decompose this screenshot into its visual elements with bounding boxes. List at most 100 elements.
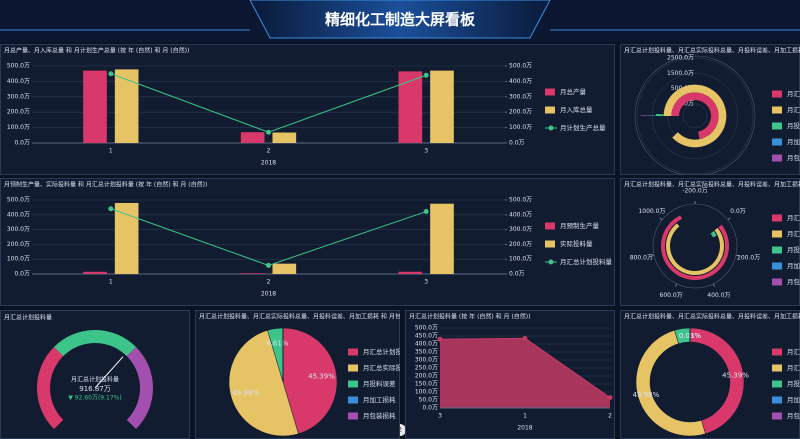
legend-label[interactable]: 月计划生产总量 <box>560 123 606 132</box>
bar <box>272 132 297 143</box>
y-tick-label: 450.0万 <box>415 333 438 340</box>
bar <box>398 71 423 143</box>
y2-tick-label: 300.0万 <box>509 226 532 233</box>
legend-label[interactable]: 月汇总计划投料量 <box>560 257 613 266</box>
legend-label[interactable]: 月包装损耗 <box>787 153 800 162</box>
y2-tick-label: 0.0万 <box>509 271 525 278</box>
legend-label[interactable]: 月包装损耗 <box>787 411 800 420</box>
legend-swatch <box>545 222 555 230</box>
gauge-value: 916.87万 <box>79 385 111 393</box>
angle-tick-label: 400.0万 <box>707 292 730 299</box>
legend-label[interactable]: 月预制生产量 <box>560 221 600 230</box>
y-tick-label: 500.0万 <box>7 63 30 70</box>
r-tick-label: 1500.0万 <box>667 70 694 77</box>
angle-tick <box>651 254 655 257</box>
x-tick-label: 2 <box>608 413 612 420</box>
line-point <box>423 72 429 78</box>
y-tick-label: 500.0万 <box>415 325 438 332</box>
legend-label[interactable]: 月汇总计划投料 <box>787 347 800 356</box>
y2-tick-label: 200.0万 <box>509 241 532 248</box>
legend-swatch <box>772 380 782 388</box>
legend-swatch <box>772 154 782 162</box>
pager-label[interactable]: 2 <box>398 427 402 434</box>
area <box>440 338 610 408</box>
legend-label[interactable]: 月汇总实际投料 <box>363 363 409 372</box>
legend-label[interactable]: 月投料误差 <box>363 379 396 388</box>
legend-label[interactable]: 月包装损耗 <box>787 277 800 286</box>
y-tick-label: 300.0万 <box>7 93 30 100</box>
y-tick-label: 0.0万 <box>14 271 30 278</box>
legend-swatch <box>348 412 358 420</box>
panel-title: 月汇总计划投料量、月汇总实际投料总量、月投料误差、月加工损耗 和 月包装损耗 <box>199 313 419 321</box>
y2-tick-label: 300.0万 <box>509 93 532 100</box>
bar <box>114 202 139 274</box>
panel: 月预制生产量、实际投料量 和 月汇总计划投料量 (按 年 (自然) 和 月 (自… <box>0 178 615 306</box>
slice-label: 4.61% <box>266 340 289 348</box>
legend-label[interactable]: 月加工损耗 <box>363 395 396 404</box>
y-tick-label: 350.0万 <box>415 349 438 356</box>
legend-label[interactable]: 月汇总计划投料 <box>787 89 800 98</box>
bar <box>114 69 139 143</box>
legend-swatch <box>772 90 782 98</box>
legend-label[interactable]: 月汇总实际投料 <box>787 363 800 372</box>
bar <box>430 70 454 143</box>
legend-label[interactable]: 月投料误差 <box>787 379 800 388</box>
x-tick-label: 1 <box>109 279 113 286</box>
x-tick-label: 1 <box>109 148 113 155</box>
y-tick-label: 100.0万 <box>7 124 30 131</box>
line-point <box>266 129 271 135</box>
legend-label[interactable]: 月汇总实际投料 <box>787 105 800 114</box>
bar <box>83 70 107 143</box>
ring-bar <box>706 234 710 237</box>
y2-tick-label: 100.0万 <box>509 124 532 131</box>
legend-swatch <box>772 348 782 356</box>
legend-label[interactable]: 月投料误差 <box>787 245 800 254</box>
legend-swatch <box>348 396 358 404</box>
legend-label[interactable]: 月汇总计划投料 <box>787 213 800 222</box>
angle-tick-label: -200.0万 <box>682 188 707 195</box>
x-axis-label: 2018 <box>261 160 276 167</box>
y-tick-label: 200.0万 <box>7 109 30 116</box>
legend-swatch <box>545 88 555 96</box>
legend-label[interactable]: 月总产量 <box>560 87 587 96</box>
y2-tick-label: 500.0万 <box>509 63 532 70</box>
legend-swatch <box>772 106 782 114</box>
panel-title: 月预制生产量、实际投料量 和 月汇总计划投料量 (按 年 (自然) 和 月 (自… <box>4 181 207 189</box>
angle-tick-label: 0.0万 <box>730 208 746 215</box>
legend-label[interactable]: 月汇总计划投料 <box>363 347 409 356</box>
angle-tick <box>675 283 678 287</box>
legend-label[interactable]: 月汇总实际投料 <box>787 229 800 238</box>
panel: 月汇总计划投料量、月汇总实际投料总量、月投料误差、月加工损耗 和 月包装损耗 45… <box>620 310 800 439</box>
legend-swatch <box>545 240 555 248</box>
panel-title: 月汇总计划投料量、月汇总实际投料总量、月投料误差、月加工损耗 和 月包装损耗 <box>624 181 800 189</box>
y-tick-label: 50.0万 <box>419 397 438 404</box>
y-tick-label: 100.0万 <box>7 256 30 263</box>
y-tick-label: 300.0万 <box>415 357 438 364</box>
legend-label[interactable]: 月入库总量 <box>560 105 593 114</box>
line-point <box>108 71 114 77</box>
angle-tick <box>727 217 731 221</box>
panel: 月总产量、月入库总量 和 月计划生产总量 (按 年 (自然) 和 月 (自然))… <box>0 44 615 175</box>
y-tick-label: 250.0万 <box>415 365 438 372</box>
legend-label[interactable]: 月包装损耗 <box>363 411 396 420</box>
legend-label[interactable]: 实际投料量 <box>560 239 593 248</box>
polar-frame <box>634 55 756 175</box>
legend-label[interactable]: 月投料误差 <box>787 121 800 130</box>
y2-tick-label: 400.0万 <box>509 78 532 85</box>
polar-bar <box>648 115 657 116</box>
legend-swatch <box>772 262 782 270</box>
y2-tick-label: 500.0万 <box>509 197 532 204</box>
x-tick-label: 3 <box>424 279 428 286</box>
legend-label[interactable]: 月加工损耗 <box>787 261 800 270</box>
panel: 月汇总计划投料量、月汇总实际投料总量、月投料误差、月加工损耗 和 月包装损耗 45… <box>195 310 419 439</box>
pie-slice <box>228 329 299 437</box>
legend-label[interactable]: 月加工损耗 <box>787 395 800 404</box>
legend-label[interactable]: 月加工损耗 <box>787 137 800 146</box>
line-point <box>108 206 114 212</box>
polar-bar <box>656 114 664 116</box>
line-point <box>423 209 429 215</box>
y-tick-label: 0.0万 <box>14 140 30 147</box>
panel-frame <box>0 178 615 306</box>
